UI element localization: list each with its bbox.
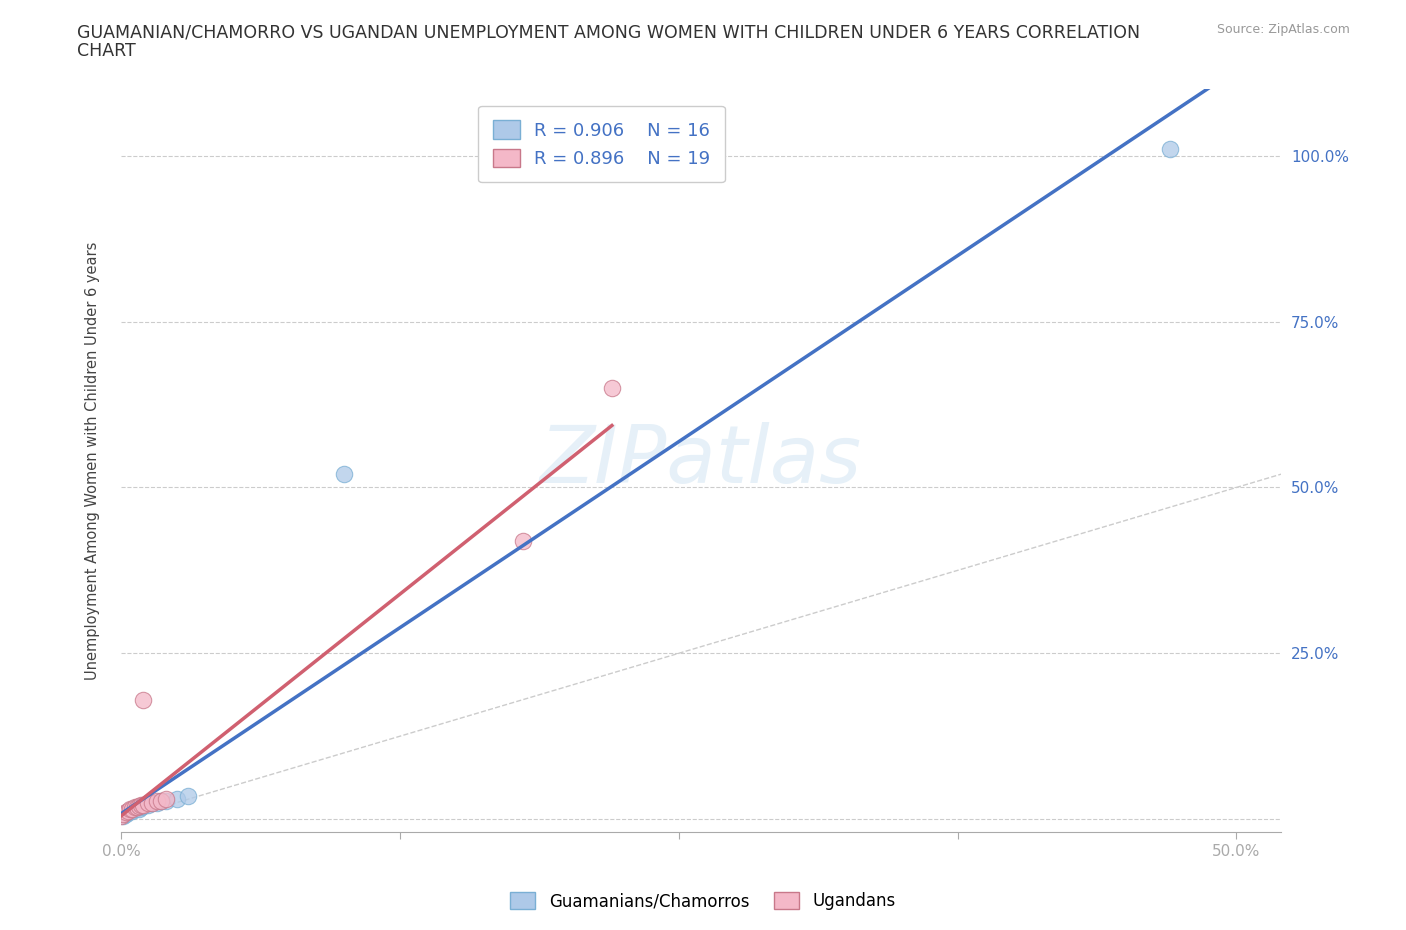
Text: ZIPatlas: ZIPatlas xyxy=(540,422,862,500)
Text: CHART: CHART xyxy=(77,42,136,60)
Point xyxy=(114,805,136,820)
Point xyxy=(512,533,534,548)
Y-axis label: Unemployment Among Women with Children Under 6 years: Unemployment Among Women with Children U… xyxy=(86,242,100,680)
Point xyxy=(120,802,142,817)
Point xyxy=(112,808,135,823)
Point xyxy=(129,800,152,815)
Point xyxy=(150,793,173,808)
Legend: Guamanians/Chamorros, Ugandans: Guamanians/Chamorros, Ugandans xyxy=(503,885,903,917)
Point xyxy=(121,802,143,817)
Point xyxy=(600,380,623,395)
Point xyxy=(132,692,155,707)
Legend: R = 0.906    N = 16, R = 0.896    N = 19: R = 0.906 N = 16, R = 0.896 N = 19 xyxy=(478,106,724,182)
Point xyxy=(121,804,143,818)
Point xyxy=(132,799,155,814)
Point xyxy=(125,800,148,815)
Point xyxy=(110,808,132,823)
Point xyxy=(155,791,177,806)
Point xyxy=(129,797,152,812)
Point xyxy=(124,802,146,817)
Point xyxy=(136,797,159,812)
Point xyxy=(177,789,200,804)
Point xyxy=(120,804,142,818)
Point xyxy=(128,802,150,817)
Point xyxy=(124,800,146,815)
Point xyxy=(132,797,155,812)
Text: GUAMANIAN/CHAMORRO VS UGANDAN UNEMPLOYMENT AMONG WOMEN WITH CHILDREN UNDER 6 YEA: GUAMANIAN/CHAMORRO VS UGANDAN UNEMPLOYME… xyxy=(77,23,1140,41)
Point xyxy=(146,793,169,808)
Point xyxy=(128,799,150,814)
Point xyxy=(141,795,163,810)
Point xyxy=(117,804,139,818)
Point xyxy=(333,467,356,482)
Point xyxy=(117,805,139,820)
Point xyxy=(146,795,169,810)
Point xyxy=(155,793,177,808)
Point xyxy=(150,793,173,808)
Point xyxy=(136,795,159,810)
Text: Source: ZipAtlas.com: Source: ZipAtlas.com xyxy=(1216,23,1350,36)
Point xyxy=(166,791,188,806)
Point xyxy=(141,795,163,810)
Point xyxy=(112,806,135,821)
Point xyxy=(1159,141,1181,156)
Point xyxy=(114,806,136,821)
